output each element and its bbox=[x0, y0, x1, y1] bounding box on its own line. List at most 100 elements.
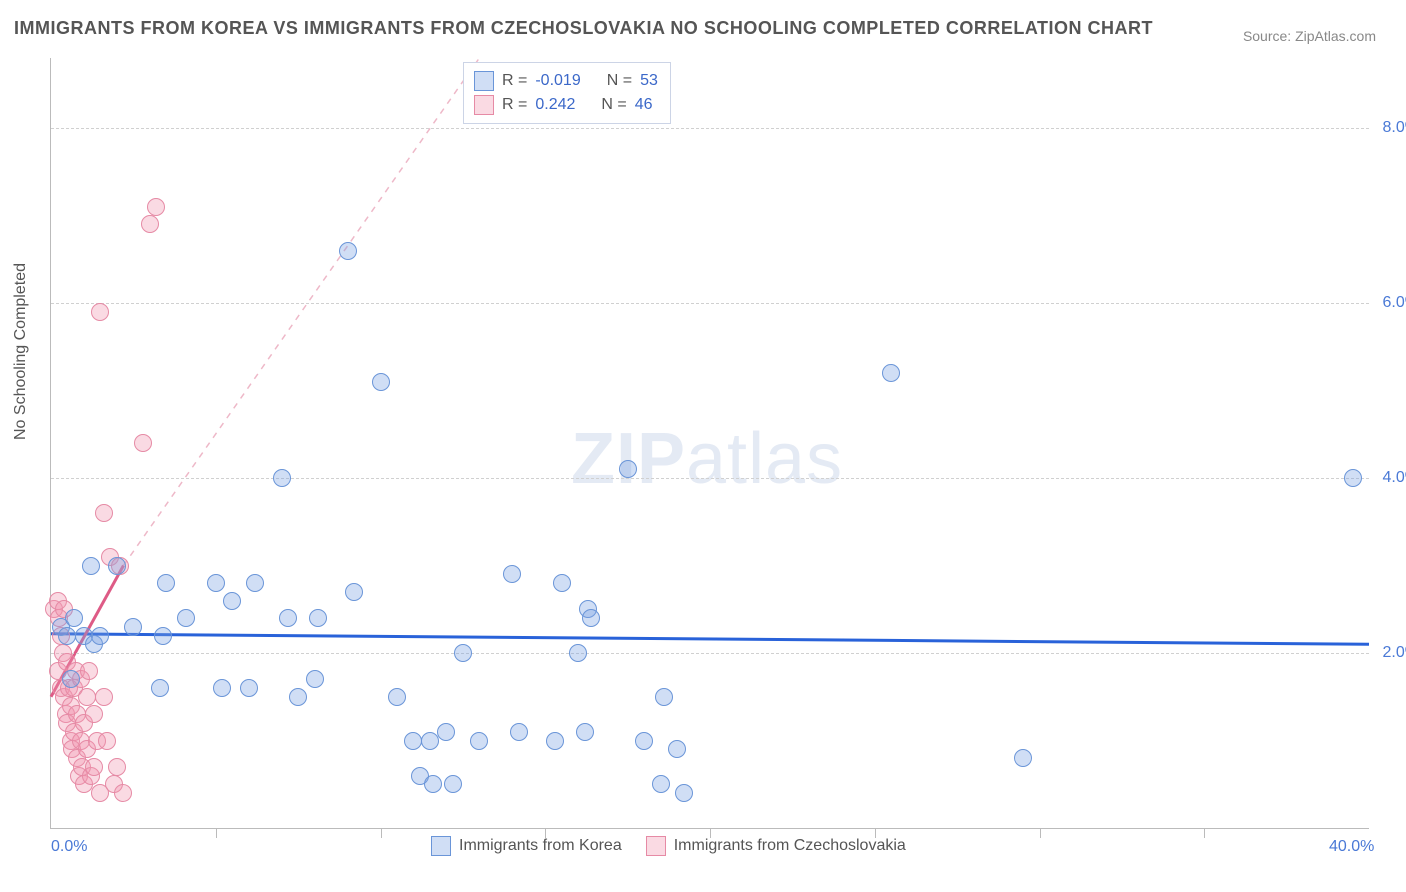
data-point-korea bbox=[510, 723, 528, 741]
data-point-korea bbox=[444, 775, 462, 793]
data-point-korea bbox=[582, 609, 600, 627]
x-tick bbox=[710, 828, 711, 838]
data-point-korea bbox=[470, 732, 488, 750]
regression-lines-layer bbox=[51, 58, 1369, 828]
data-point-korea bbox=[240, 679, 258, 697]
grid-line bbox=[51, 653, 1369, 654]
data-point-korea bbox=[154, 627, 172, 645]
source-label: Source: ZipAtlas.com bbox=[1243, 28, 1376, 44]
regression-line bbox=[123, 58, 479, 566]
data-point-korea bbox=[503, 565, 521, 583]
data-point-czech bbox=[134, 434, 152, 452]
legend-label-czech: Immigrants from Czechoslovakia bbox=[674, 837, 906, 855]
data-point-korea bbox=[108, 557, 126, 575]
data-point-korea bbox=[273, 469, 291, 487]
data-point-korea bbox=[65, 609, 83, 627]
r-label: R = bbox=[502, 69, 527, 93]
swatch-korea bbox=[474, 71, 494, 91]
data-point-korea bbox=[82, 557, 100, 575]
grid-line bbox=[51, 303, 1369, 304]
data-point-korea bbox=[569, 644, 587, 662]
data-point-czech bbox=[80, 662, 98, 680]
scatter-plot-area: ZIPatlas R = -0.019 N = 53 R = 0.242 N =… bbox=[50, 58, 1369, 829]
y-axis-label: No Schooling Completed bbox=[12, 263, 30, 440]
data-point-korea bbox=[619, 460, 637, 478]
data-point-czech bbox=[114, 784, 132, 802]
swatch-czech bbox=[646, 836, 666, 856]
legend-item-czech: Immigrants from Czechoslovakia bbox=[646, 836, 906, 856]
data-point-czech bbox=[98, 732, 116, 750]
bottom-legend: Immigrants from Korea Immigrants from Cz… bbox=[431, 836, 906, 856]
data-point-korea bbox=[207, 574, 225, 592]
legend-item-korea: Immigrants from Korea bbox=[431, 836, 622, 856]
data-point-korea bbox=[1344, 469, 1362, 487]
data-point-korea bbox=[151, 679, 169, 697]
data-point-korea bbox=[388, 688, 406, 706]
data-point-korea bbox=[345, 583, 363, 601]
data-point-korea bbox=[553, 574, 571, 592]
swatch-czech bbox=[474, 95, 494, 115]
data-point-korea bbox=[668, 740, 686, 758]
data-point-czech bbox=[95, 688, 113, 706]
data-point-czech bbox=[147, 198, 165, 216]
data-point-korea bbox=[437, 723, 455, 741]
r-value-czech: 0.242 bbox=[535, 93, 575, 117]
data-point-korea bbox=[424, 775, 442, 793]
data-point-korea bbox=[635, 732, 653, 750]
x-tick bbox=[1040, 828, 1041, 838]
regression-line bbox=[51, 634, 1369, 645]
data-point-korea bbox=[652, 775, 670, 793]
y-tick-label: 2.0% bbox=[1373, 644, 1406, 662]
grid-line bbox=[51, 478, 1369, 479]
data-point-korea bbox=[675, 784, 693, 802]
stats-row-czech: R = 0.242 N = 46 bbox=[474, 93, 658, 117]
r-value-korea: -0.019 bbox=[535, 69, 580, 93]
data-point-czech bbox=[85, 758, 103, 776]
stats-legend-box: R = -0.019 N = 53 R = 0.242 N = 46 bbox=[463, 62, 671, 124]
x-tick-label: 0.0% bbox=[51, 838, 87, 856]
watermark: ZIPatlas bbox=[571, 418, 843, 500]
data-point-korea bbox=[1014, 749, 1032, 767]
data-point-korea bbox=[213, 679, 231, 697]
data-point-korea bbox=[339, 242, 357, 260]
grid-line bbox=[51, 128, 1369, 129]
swatch-korea bbox=[431, 836, 451, 856]
data-point-korea bbox=[58, 627, 76, 645]
n-value-korea: 53 bbox=[640, 69, 658, 93]
y-tick-label: 8.0% bbox=[1373, 119, 1406, 137]
data-point-korea bbox=[655, 688, 673, 706]
y-tick-label: 4.0% bbox=[1373, 469, 1406, 487]
stats-row-korea: R = -0.019 N = 53 bbox=[474, 69, 658, 93]
x-tick bbox=[216, 828, 217, 838]
data-point-korea bbox=[246, 574, 264, 592]
x-tick bbox=[1204, 828, 1205, 838]
x-tick bbox=[875, 828, 876, 838]
data-point-korea bbox=[289, 688, 307, 706]
data-point-korea bbox=[882, 364, 900, 382]
data-point-czech bbox=[91, 303, 109, 321]
x-tick bbox=[545, 828, 546, 838]
data-point-czech bbox=[108, 758, 126, 776]
chart-title: IMMIGRANTS FROM KOREA VS IMMIGRANTS FROM… bbox=[14, 18, 1153, 39]
y-tick-label: 6.0% bbox=[1373, 294, 1406, 312]
data-point-korea bbox=[62, 670, 80, 688]
data-point-korea bbox=[306, 670, 324, 688]
data-point-czech bbox=[141, 215, 159, 233]
data-point-korea bbox=[91, 627, 109, 645]
x-tick-label: 40.0% bbox=[1329, 838, 1374, 856]
data-point-korea bbox=[124, 618, 142, 636]
data-point-korea bbox=[177, 609, 195, 627]
data-point-czech bbox=[95, 504, 113, 522]
legend-label-korea: Immigrants from Korea bbox=[459, 837, 622, 855]
data-point-korea bbox=[421, 732, 439, 750]
data-point-korea bbox=[157, 574, 175, 592]
n-value-czech: 46 bbox=[635, 93, 653, 117]
data-point-korea bbox=[309, 609, 327, 627]
data-point-korea bbox=[372, 373, 390, 391]
data-point-czech bbox=[85, 705, 103, 723]
data-point-korea bbox=[576, 723, 594, 741]
n-label: N = bbox=[607, 69, 632, 93]
data-point-korea bbox=[404, 732, 422, 750]
data-point-korea bbox=[454, 644, 472, 662]
n-label: N = bbox=[601, 93, 626, 117]
